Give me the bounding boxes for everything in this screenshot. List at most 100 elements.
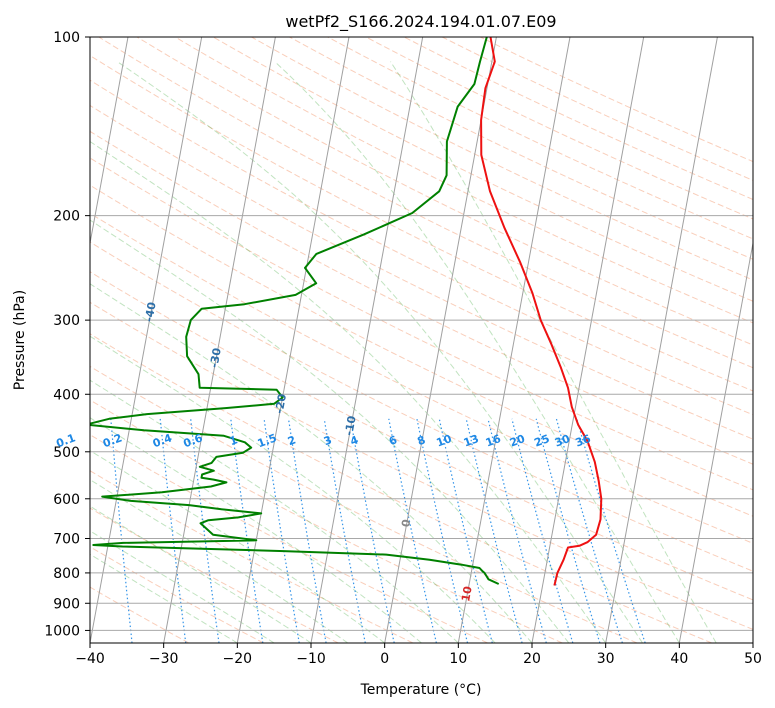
dry-adiabat-line — [365, 37, 753, 220]
mixing-ratio-label: 3 — [322, 433, 334, 448]
y-axis: 1000 900 800 700 600 500 400 300 200 100 — [44, 30, 90, 639]
mixing-ratio-label: 0.2 — [101, 431, 124, 450]
dry-adiabat-line — [90, 301, 753, 630]
isotherm-line — [457, 37, 571, 643]
mixing-ratio-line — [230, 418, 264, 643]
mixing-ratio-label: 6 — [387, 433, 399, 448]
plot-frame — [89, 36, 754, 644]
isotherm-label: 0 — [399, 518, 413, 528]
y-axis-title: Pressure (hPa) — [12, 290, 28, 390]
isotherm-line — [531, 37, 645, 643]
mixing-ratio-label: 1 — [228, 433, 240, 448]
x-axis-title: Temperature (°C) — [360, 682, 482, 698]
x-tick-label: 20 — [523, 651, 541, 667]
isotherm-label: 10 — [459, 585, 475, 603]
y-tick-label: 1000 — [44, 623, 80, 639]
moist-adiabat-line — [90, 219, 570, 643]
mixing-ratio-line — [263, 418, 300, 643]
dry-adiabat-line — [136, 37, 753, 346]
mixing-ratio-line — [159, 418, 187, 643]
dry-adiabat-line — [327, 37, 753, 240]
moist-adiabat-line — [90, 417, 422, 643]
x-tick-label: 10 — [449, 651, 467, 667]
x-axis: −40 −30 −20 −10 0 10 20 30 40 50 — [75, 643, 762, 667]
mixing-ratio-line — [555, 418, 623, 643]
dry-adiabat-line — [212, 37, 753, 302]
moist-adiabat-line — [390, 61, 717, 643]
mixing-ratio-label: 30 — [553, 432, 572, 450]
mixing-ratio-label: 8 — [416, 433, 428, 448]
isotherm-line — [605, 37, 718, 643]
dry-adiabat-line — [90, 130, 753, 465]
isotherm-line — [236, 37, 350, 643]
isotherm-line — [90, 37, 129, 246]
mixing-ratio-label: 1.5 — [256, 431, 279, 450]
dry-adiabat-line — [90, 104, 753, 440]
y-tick-label: 900 — [53, 596, 80, 612]
y-tick-label: 100 — [53, 30, 80, 46]
mixing-ratio-line — [487, 418, 547, 643]
mixing-ratio-label: 2 — [286, 433, 298, 448]
profile-line-2 — [90, 37, 500, 585]
x-tick-label: −10 — [296, 651, 326, 667]
dry-adiabat-line — [441, 37, 753, 181]
moist-adiabat-line — [116, 61, 643, 643]
isotherm-label: -30 — [208, 347, 224, 369]
moist-adiabat-line — [90, 140, 607, 643]
mixing-ratio-line — [576, 418, 646, 643]
moist-adiabat-line — [274, 61, 680, 643]
y-tick-label: 400 — [53, 387, 80, 403]
y-tick-label: 800 — [53, 566, 80, 582]
moist-adiabat-line — [90, 335, 496, 643]
x-tick-label: 40 — [670, 651, 688, 667]
reference-line-labels: -40 -30 -20 -10 0 10 0.1 0.2 0.4 0.6 1 1.5 2 3 4 6 8 10 13… — [54, 301, 592, 603]
isotherm-line — [310, 37, 424, 643]
dry-adiabat-line — [90, 241, 753, 572]
dry-adiabat-line — [90, 54, 753, 392]
x-tick-label: 0 — [380, 651, 389, 667]
mixing-ratio-label: 0.4 — [151, 431, 174, 450]
dry-adiabat-line — [90, 365, 638, 643]
profile-line-1 — [480, 37, 603, 586]
moist-adiabat-line — [90, 479, 349, 643]
moist-adiabat-line — [90, 283, 533, 643]
isotherm-line — [384, 37, 497, 643]
mixing-ratio-line — [190, 418, 220, 643]
mixing-ratio-label: 16 — [484, 432, 503, 450]
y-tick-label: 500 — [53, 445, 80, 461]
isotherm-label: -20 — [273, 392, 289, 414]
moist-adiabat-line — [90, 505, 312, 643]
x-tick-label: −30 — [149, 651, 179, 667]
dry-adiabat-line — [90, 399, 563, 643]
isotherm-line — [678, 240, 753, 643]
mixing-ratio-label: 10 — [435, 432, 454, 450]
y-tick-label: 200 — [53, 209, 80, 225]
profile-lines — [90, 37, 603, 586]
mixing-ratio-line — [465, 418, 523, 643]
dry-adiabat-line — [90, 434, 488, 643]
isotherm-label: -40 — [142, 301, 158, 323]
dry-adiabat-line — [90, 271, 753, 601]
mixing-ratio-label: 4 — [349, 433, 361, 448]
dry-adiabat-line — [90, 212, 753, 544]
dry-adiabat-line — [98, 37, 753, 369]
mixing-ratio-label: 20 — [508, 432, 527, 450]
mixing-ratio-label: 0.1 — [54, 431, 77, 450]
x-tick-label: 30 — [597, 651, 615, 667]
x-tick-label: −20 — [223, 651, 253, 667]
mixing-ratio-line — [110, 418, 133, 643]
mixing-ratio-line — [287, 418, 327, 643]
mixing-ratio-label: 0.6 — [182, 431, 205, 450]
mixing-ratio-label: 36 — [574, 432, 593, 450]
dry-adiabat-line — [403, 37, 753, 201]
background-reference-lines — [90, 37, 753, 643]
mixing-ratio-line — [511, 418, 574, 643]
moist-adiabat-line — [90, 379, 459, 643]
y-tick-label: 700 — [53, 532, 80, 548]
isotherm-line — [90, 37, 203, 643]
x-tick-label: −40 — [75, 651, 105, 667]
dry-adiabat-line — [251, 37, 753, 281]
mixing-ratio-label: 13 — [462, 432, 481, 449]
